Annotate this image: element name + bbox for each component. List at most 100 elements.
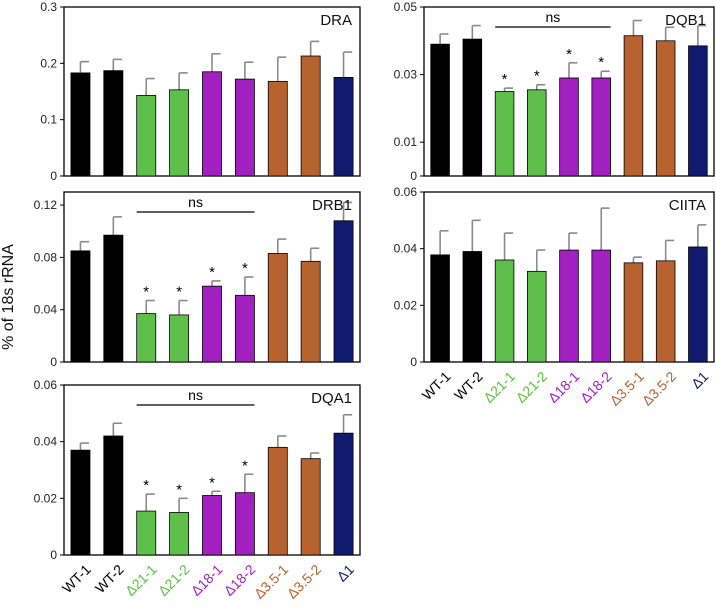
bar-WT-1 (430, 254, 450, 363)
bar-Δ3.5-1 (267, 446, 288, 556)
y-tick-label: 0 (410, 169, 417, 183)
x-tick-label: Δ3.5-1 (606, 368, 647, 409)
bar-Δ3.5-2 (655, 260, 676, 363)
bar-Δ3.5-2 (300, 260, 321, 363)
bar-Δ1 (333, 432, 354, 556)
bar-WT-2 (103, 435, 124, 556)
y-tick-label: 0 (50, 355, 57, 369)
significance-marker: * (534, 68, 540, 85)
bar-WT-2 (103, 234, 124, 363)
y-tick-label: 0 (410, 355, 417, 369)
x-tick-label: Δ3.5-2 (639, 368, 680, 409)
bar-Δ18-2 (234, 294, 255, 363)
bar-Δ18-1 (202, 285, 222, 363)
bar-WT-2 (103, 70, 124, 177)
bar-Δ21-1 (136, 95, 157, 177)
bar-Δ3.5-1 (267, 80, 288, 177)
y-tick-label: 0.05 (394, 0, 418, 14)
y-tick-label: 0.02 (394, 298, 418, 312)
x-tick-label: Δ18-1 (545, 368, 583, 406)
x-tick-label: WT-1 (59, 561, 94, 596)
ns-label: ns (545, 9, 560, 25)
bar-Δ3.5-1 (267, 253, 288, 363)
significance-marker: * (242, 260, 248, 277)
significance-marker: * (598, 54, 604, 71)
significance-marker: * (242, 457, 248, 474)
y-tick-label: 0.2 (40, 56, 57, 70)
bar-Δ18-2 (234, 492, 255, 556)
y-tick-label: 0.3 (40, 0, 57, 14)
bar-Δ21-2 (527, 89, 547, 177)
y-tick-label: 0.04 (34, 435, 58, 449)
bar-Δ18-1 (202, 495, 222, 556)
significance-marker: * (143, 477, 149, 494)
panel-title: CIITA (669, 197, 706, 214)
x-tick-label: Δ18-1 (188, 561, 226, 599)
panel-dqb1: 0 0.01 0.03 0.05 * * * * ns DQB1 (394, 0, 715, 183)
panel-title: DQB1 (665, 12, 706, 29)
panel-drb1: 0 0.04 0.08 0.12 * * * * ns DRB1 (34, 191, 361, 369)
y-tick-label: 0.04 (394, 242, 418, 256)
x-tick-label: Δ21-2 (513, 368, 551, 406)
panel-ciita: 0 0.02 0.04 0.06 CIITA WT-1WT-2Δ21-1Δ21-2Δ18-… (394, 185, 715, 409)
significance-marker: * (209, 264, 215, 281)
x-tick-label: WT-2 (92, 561, 127, 596)
significance-marker: * (502, 71, 508, 88)
x-tick-label: Δ3.5-1 (251, 561, 292, 602)
bar-Δ3.5-2 (300, 458, 321, 556)
bar-Δ3.5-1 (623, 262, 644, 363)
bar-WT-1 (70, 72, 91, 177)
bar-WT-1 (70, 250, 91, 363)
ns-label: ns (188, 387, 203, 403)
bar-Δ21-1 (136, 313, 157, 363)
significance-marker: * (209, 474, 215, 491)
bar-Δ21-2 (169, 89, 190, 177)
bar-Δ18-2 (591, 77, 611, 177)
bar-Δ1 (688, 45, 708, 177)
x-tick-label: Δ21-1 (480, 368, 518, 406)
bar-Δ3.5-1 (623, 35, 644, 177)
bar-Δ18-1 (559, 249, 579, 363)
y-tick-label: 0.03 (394, 68, 418, 82)
bar-Δ21-2 (527, 270, 547, 363)
bar-Δ1 (333, 77, 354, 177)
bar-WT-2 (462, 251, 483, 363)
y-tick-label: 0.08 (34, 250, 58, 264)
significance-marker: * (143, 284, 149, 301)
bar-Δ3.5-2 (300, 55, 321, 177)
x-tick-label: WT-2 (451, 368, 486, 403)
bar-Δ21-1 (494, 259, 515, 363)
bar-Δ1 (688, 246, 708, 363)
bar-Δ3.5-2 (655, 40, 676, 177)
x-tick-label: Δ21-1 (122, 561, 160, 599)
y-tick-label: 0.06 (34, 378, 58, 392)
y-tick-label: 0.12 (34, 198, 58, 212)
bar-WT-1 (430, 43, 450, 177)
y-axis-label: % of 18s rRNA (0, 244, 17, 350)
bar-Δ1 (333, 220, 354, 363)
x-tick-label: Δ21-2 (155, 561, 193, 599)
bar-Δ21-2 (169, 512, 190, 556)
panel-dqa1: 0 0.02 0.04 0.06 * * * * ns DQA1 WT-1WT-2Δ21-1Δ21-… (34, 378, 361, 602)
significance-marker: * (566, 46, 572, 63)
bar-Δ21-2 (169, 314, 190, 363)
x-tick-label: Δ3.5-2 (284, 561, 325, 602)
x-tick-label: Δ1 (334, 561, 358, 585)
bar-WT-2 (462, 38, 483, 177)
bar-Δ18-1 (202, 71, 222, 177)
bar-Δ21-1 (494, 91, 515, 177)
y-tick-label: 0.04 (34, 303, 58, 317)
panel-title: DQA1 (311, 390, 352, 407)
panel-dra: 0 0.1 0.2 0.3 DRA (40, 0, 361, 183)
bar-Δ21-1 (136, 510, 157, 556)
y-tick-label: 0.1 (40, 113, 57, 127)
panel-title: DRB1 (312, 197, 352, 214)
x-tick-label: Δ1 (688, 368, 712, 392)
panel-title: DRA (320, 12, 352, 29)
y-tick-label: 0.02 (34, 491, 58, 505)
bar-Δ18-2 (234, 78, 255, 177)
y-tick-label: 0.01 (394, 135, 418, 149)
significance-marker: * (176, 481, 182, 498)
y-tick-label: 0 (50, 169, 57, 183)
ns-label: ns (188, 194, 203, 210)
